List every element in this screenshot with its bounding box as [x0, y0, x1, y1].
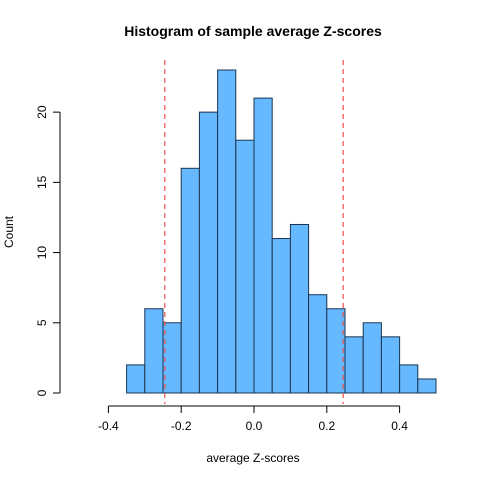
x-tick-label-1: -0.2 — [171, 419, 192, 433]
y-tick-label-0: 0 — [35, 389, 49, 396]
histogram-bar-1 — [144, 308, 164, 394]
histogram-bar-2 — [162, 322, 182, 394]
y-tick-label-2: 10 — [35, 246, 49, 260]
histogram-bar-7 — [253, 97, 273, 394]
histogram-bar-4 — [198, 111, 219, 394]
histogram-bar-15 — [399, 364, 419, 394]
x-axis: -0.4 -0.2 0.0 0.2 0.4 — [98, 405, 408, 433]
bars-group — [126, 69, 437, 394]
x-tick-label-4: 0.4 — [391, 419, 408, 433]
x-tick-label-2: 0.0 — [246, 419, 263, 433]
histogram-bar-3 — [180, 167, 200, 394]
histogram-bar-10 — [308, 294, 328, 394]
y-axis-label: Count — [2, 215, 16, 248]
histogram-bar-8 — [271, 238, 291, 394]
x-tick-label-0: -0.4 — [98, 419, 119, 433]
histogram-bar-5 — [217, 69, 237, 394]
histogram-bar-16 — [417, 378, 437, 394]
histogram-bar-14 — [380, 336, 401, 394]
y-axis: 0 5 10 15 20 — [35, 105, 61, 396]
y-tick-label-3: 15 — [35, 175, 49, 189]
histogram-bar-12 — [344, 336, 364, 394]
chart-title: Histogram of sample average Z-scores — [124, 23, 382, 39]
y-tick-label-4: 20 — [35, 105, 49, 119]
reference-lines-group — [164, 60, 344, 404]
histogram-bar-11 — [326, 308, 346, 394]
histogram-bar-6 — [235, 139, 255, 394]
histogram-bar-13 — [362, 322, 382, 394]
x-tick-label-3: 0.2 — [318, 419, 335, 433]
histogram-bar-9 — [289, 223, 310, 394]
y-tick-label-1: 5 — [35, 319, 49, 326]
histogram-bar-0 — [126, 364, 146, 394]
x-axis-label: average Z-scores — [206, 451, 299, 465]
